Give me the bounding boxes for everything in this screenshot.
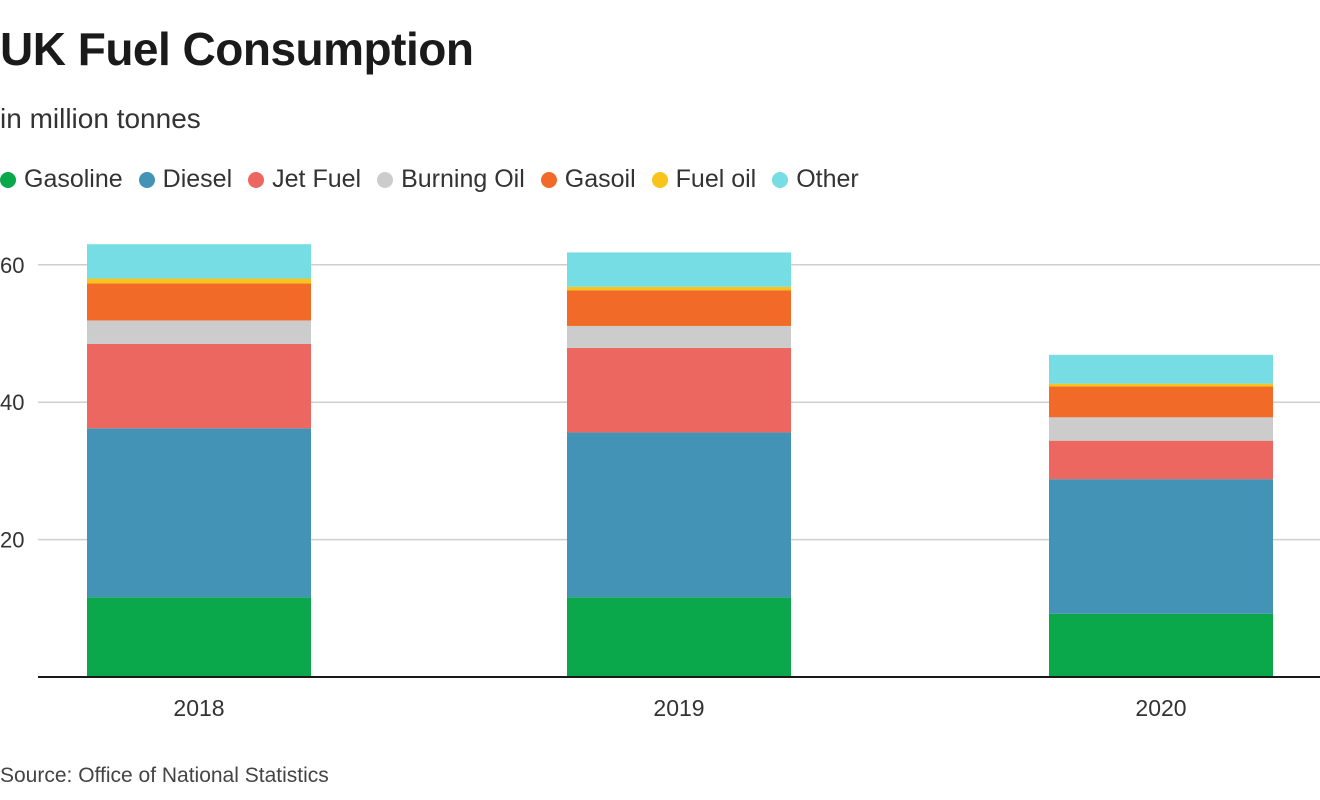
legend-label-other: Other [796, 165, 859, 193]
legend-item-gasoline: Gasoline [0, 165, 123, 194]
legend: Gasoline Diesel Jet Fuel Burning Oil Gas… [0, 165, 875, 194]
legend-label-diesel: Diesel [162, 165, 233, 193]
tick-labels: 20 40 60 2018 2019 2020 [0, 253, 1187, 721]
legend-item-diesel: Diesel [138, 165, 233, 194]
bar-segment-burning-oil-2020 [1049, 417, 1273, 441]
legend-label-gasoil: Gasoil [564, 165, 636, 193]
legend-label-burning-oil: Burning Oil [401, 165, 525, 193]
bar-segment-burning-oil-2018 [87, 320, 311, 344]
x-tick-label-2020: 2020 [1135, 695, 1186, 721]
bar-segment-fuel-oil-2018 [87, 278, 311, 284]
bar-segment-gasoil-2019 [567, 290, 791, 326]
bar-segment-gasoil-2020 [1049, 386, 1273, 418]
legend-swatch-burning-oil [377, 171, 394, 188]
legend-item-other: Other [772, 165, 859, 194]
y-tick-label-40: 40 [0, 390, 24, 415]
legend-swatch-diesel [138, 171, 155, 188]
legend-label-gasoline: Gasoline [24, 165, 123, 193]
chart-subtitle: in million tonnes [0, 103, 201, 134]
bar-segment-gasoline-2019 [567, 597, 791, 677]
legend-swatch-gasoil [540, 171, 557, 188]
bar-segment-fuel-oil-2020 [1049, 383, 1273, 387]
legend-item-burning-oil: Burning Oil [377, 165, 525, 194]
source-note: Source: Office of National Statistics [0, 764, 329, 787]
bar-segment-diesel-2020 [1049, 479, 1273, 614]
y-tick-label-60: 60 [0, 253, 24, 278]
legend-item-gasoil: Gasoil [540, 165, 636, 194]
bar-segment-gasoline-2020 [1049, 613, 1273, 677]
legend-item-fuel-oil: Fuel oil [651, 165, 757, 194]
bar-segment-jet-fuel-2019 [567, 347, 791, 433]
bar-stack-2019 [567, 252, 791, 677]
bar-segment-jet-fuel-2018 [87, 343, 311, 429]
bar-segment-other-2020 [1049, 354, 1273, 384]
legend-swatch-fuel-oil [651, 171, 668, 188]
bar-segment-jet-fuel-2020 [1049, 440, 1273, 480]
x-tick-label-2018: 2018 [173, 695, 224, 721]
bar-segment-other-2018 [87, 244, 311, 279]
bar-segment-diesel-2019 [567, 432, 791, 598]
chart-title: UK Fuel Consumption [0, 23, 474, 75]
legend-item-jet-fuel: Jet Fuel [248, 165, 361, 194]
legend-label-jet-fuel: Jet Fuel [272, 165, 362, 193]
bar-segment-fuel-oil-2019 [567, 286, 791, 291]
legend-swatch-gasoline [0, 171, 16, 188]
y-tick-label-20: 20 [0, 528, 24, 553]
bar-stack-2020 [1049, 354, 1273, 677]
legend-swatch-other [772, 171, 789, 188]
x-tick-label-2019: 2019 [653, 695, 704, 721]
bar-segment-other-2019 [567, 252, 791, 287]
bar-segment-gasoil-2018 [87, 283, 311, 321]
bar-segment-gasoline-2018 [87, 597, 311, 677]
bar-segment-burning-oil-2019 [567, 325, 791, 348]
bar-stack-2018 [87, 244, 311, 677]
legend-swatch-jet-fuel [248, 171, 265, 188]
bar-segment-diesel-2018 [87, 428, 311, 598]
legend-label-fuel-oil: Fuel oil [675, 165, 757, 193]
bars [87, 244, 1273, 677]
